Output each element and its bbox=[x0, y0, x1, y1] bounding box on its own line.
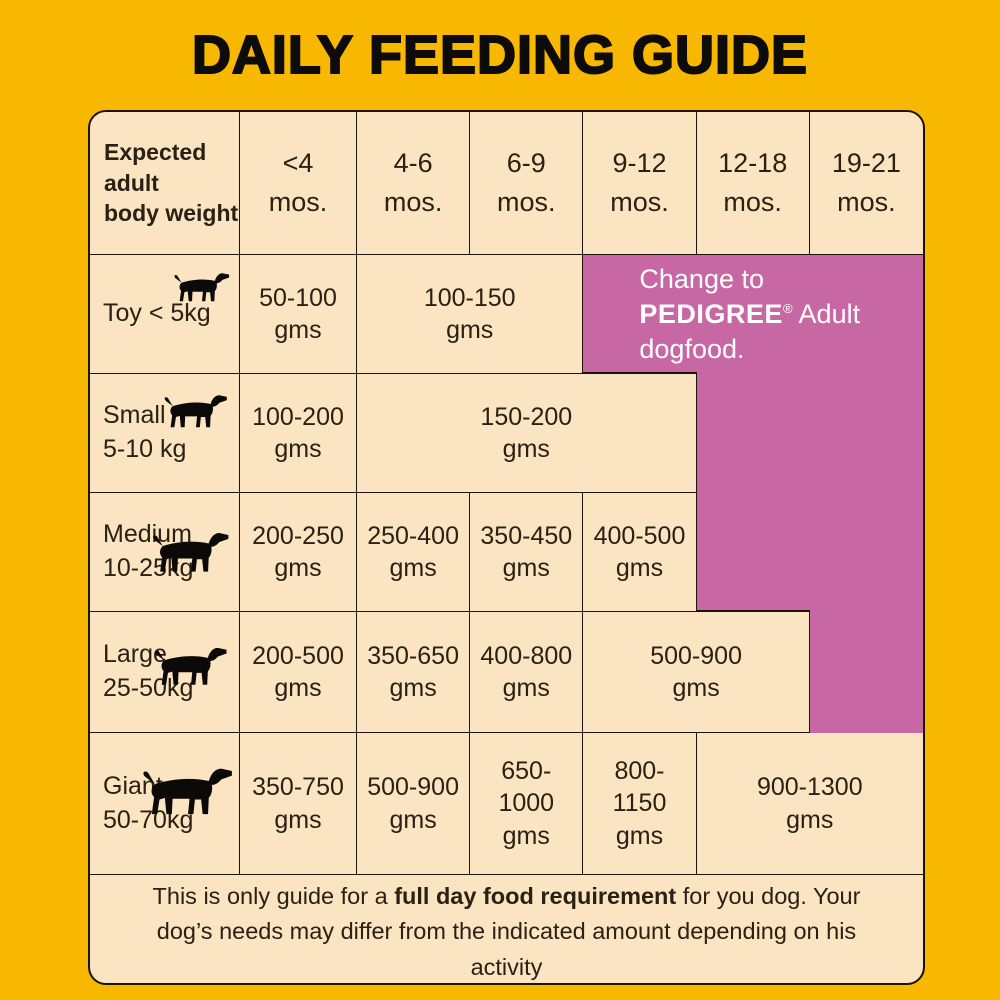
brand-name: PEDIGREE bbox=[639, 298, 783, 329]
feeding-amount-cell: 800- 1150 gms bbox=[583, 733, 697, 875]
banner-brand-suffix: Adult bbox=[792, 298, 861, 329]
disclaimer-note: This is only guide for a full day food r… bbox=[90, 875, 923, 983]
row-label-medium: Medium 10-25kg bbox=[90, 493, 240, 612]
registered-trademark-icon: ® bbox=[782, 300, 793, 316]
banner-line-2: PEDIGREE® Adult bbox=[639, 297, 860, 332]
feeding-amount-cell: 50-100 gms bbox=[240, 255, 357, 374]
column-header-age-5: 19-21 mos. bbox=[809, 112, 923, 255]
dog-icon bbox=[153, 532, 229, 572]
feeding-amount-cell: 350-750 gms bbox=[240, 733, 357, 875]
adult-food-banner: Change to PEDIGREE® Adult dogfood. bbox=[583, 255, 923, 374]
feeding-amount-cell: 250-400 gms bbox=[357, 493, 471, 612]
column-header-age-3: 9-12 mos. bbox=[583, 112, 697, 255]
column-header-age-0: <4 mos. bbox=[240, 112, 357, 255]
feeding-amount-cell: 350-450 gms bbox=[470, 493, 584, 612]
feeding-amount-cell: 200-250 gms bbox=[240, 493, 357, 612]
feeding-amount-cell: 900-1300 gms bbox=[696, 733, 923, 875]
dog-icon bbox=[164, 395, 227, 428]
feeding-amount-cell: 400-800 gms bbox=[470, 612, 584, 733]
feeding-amount-cell: 350-650 gms bbox=[357, 612, 471, 733]
row-label-giant-text: Giant 50-70kg bbox=[103, 771, 194, 834]
column-header-age-4: 12-18 mos. bbox=[696, 112, 810, 255]
dog-icon bbox=[174, 273, 230, 302]
disclaimer-text: for you dog. Your bbox=[676, 883, 861, 909]
feeding-amount-cell: 500-900 gms bbox=[357, 733, 471, 875]
feeding-amount-cell: 100-200 gms bbox=[240, 374, 357, 493]
disclaimer-bold-text: full day food requirement bbox=[394, 883, 677, 909]
adult-food-region bbox=[696, 493, 923, 612]
row-label-giant: Giant 50-70kg bbox=[90, 733, 240, 875]
disclaimer-line-1: This is only guide for a full day food r… bbox=[153, 879, 861, 914]
disclaimer-text: This is only guide for a bbox=[152, 883, 395, 909]
column-header-body-weight: Expected adult body weight bbox=[90, 112, 240, 255]
feeding-guide-table: Expected adult body weight <4 mos. 4-6 m… bbox=[88, 110, 925, 985]
feeding-amount-cell: 200-500 gms bbox=[240, 612, 357, 733]
row-label-toy-text: Toy < 5kg bbox=[103, 299, 211, 328]
banner-line-3: dogfood. bbox=[639, 334, 745, 365]
column-header-age-1: 4-6 mos. bbox=[357, 112, 471, 255]
row-label-large-text: Large 25-50kg bbox=[103, 640, 194, 702]
page-title: DAILY FEEDING GUIDE bbox=[191, 24, 809, 86]
row-label-large: Large 25-50kg bbox=[90, 612, 240, 733]
row-label-toy: Toy < 5kg bbox=[90, 255, 240, 374]
dog-icon bbox=[143, 768, 232, 815]
banner-line-1: Change to bbox=[639, 263, 764, 294]
column-header-age-2: 6-9 mos. bbox=[470, 112, 584, 255]
feeding-amount-cell: 150-200 gms bbox=[357, 374, 697, 493]
adult-food-region bbox=[696, 374, 923, 493]
feeding-amount-cell: 500-900 gms bbox=[583, 612, 810, 733]
dog-icon bbox=[154, 647, 227, 685]
row-label-small: Small 5-10 kg bbox=[90, 374, 240, 493]
feeding-amount-cell: 650- 1000 gms bbox=[470, 733, 584, 875]
disclaimer-line-2: dog’s needs may differ from the indicate… bbox=[156, 918, 857, 980]
row-label-small-text: Small 5-10 kg bbox=[103, 401, 187, 463]
feeding-amount-cell: 100-150 gms bbox=[357, 255, 584, 374]
adult-food-region bbox=[809, 612, 923, 733]
feeding-amount-cell: 400-500 gms bbox=[583, 493, 697, 612]
